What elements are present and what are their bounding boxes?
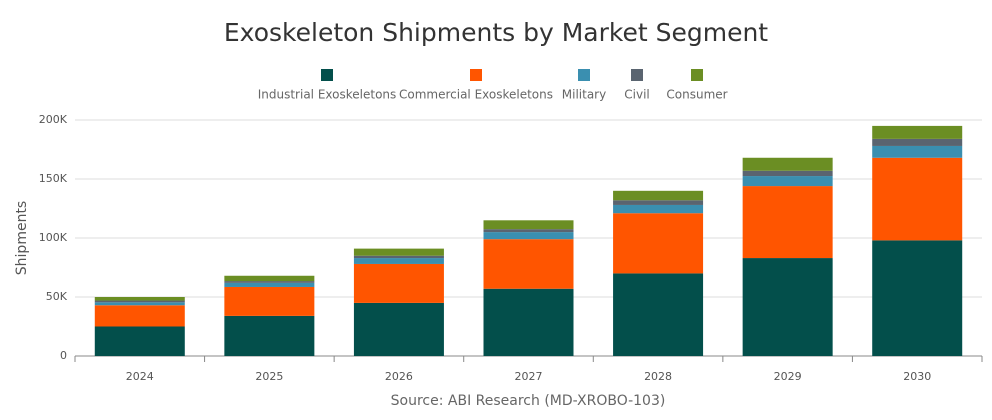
bar-segment — [353, 248, 444, 256]
bar-segment — [872, 125, 963, 139]
bar-segment — [94, 297, 185, 301]
bar-segment — [224, 281, 315, 283]
bar-segment — [872, 145, 963, 158]
legend-swatch — [691, 69, 703, 81]
bar-segment — [224, 286, 315, 316]
x-tick-label: 2026 — [385, 370, 413, 383]
legend-swatch — [321, 69, 333, 81]
chart-title: Exoskeleton Shipments by Market Segment — [224, 18, 768, 47]
bar-segment — [742, 186, 833, 259]
bar-segment — [94, 305, 185, 327]
bar-segment — [94, 302, 185, 306]
x-tick-label: 2028 — [644, 370, 672, 383]
source: Source: ABI Research (MD-XROBO-103) — [391, 393, 666, 409]
y-tick-label: 150K — [39, 172, 68, 185]
bar-segment — [483, 239, 574, 289]
legend-label: Civil — [624, 88, 649, 102]
x-tick-label: 2030 — [903, 370, 931, 383]
y-tick-label: 0 — [60, 349, 67, 362]
bar-segment — [742, 170, 833, 177]
bar-segment — [613, 190, 704, 201]
bar-segment — [224, 282, 315, 287]
bar-segment — [742, 258, 833, 356]
legend-label: Industrial Exoskeletons — [258, 88, 397, 102]
bar-segment — [872, 138, 963, 146]
bar-segment — [483, 288, 574, 356]
bar-segment — [872, 240, 963, 356]
bar-segment — [94, 300, 185, 303]
bar-segment — [353, 258, 444, 264]
bar-segment — [483, 229, 574, 233]
legend-label: Commercial Exoskeletons — [399, 88, 553, 102]
y-tick-label: 200K — [39, 113, 68, 126]
legend-label: Military — [562, 88, 606, 102]
legend-swatch — [578, 69, 590, 81]
y-tick-label: 50K — [46, 290, 68, 303]
legend-label: Consumer — [666, 88, 727, 102]
bar-segment — [613, 200, 704, 205]
bar-segment — [613, 204, 704, 214]
bar-segment — [742, 157, 833, 171]
x-tick-label: 2025 — [255, 370, 283, 383]
bar-segment — [353, 255, 444, 259]
bar-segment — [353, 302, 444, 356]
x-tick-label: 2024 — [126, 370, 154, 383]
bar-segment — [224, 275, 315, 282]
bar-segment — [872, 157, 963, 241]
bar-segment — [742, 176, 833, 187]
bar-segment — [94, 326, 185, 356]
bar-segment — [483, 232, 574, 240]
bar-segment — [224, 315, 315, 356]
x-tick-label: 2027 — [515, 370, 543, 383]
bar-segment — [613, 273, 704, 356]
legend-swatch — [470, 69, 482, 81]
x-tick-label: 2029 — [774, 370, 802, 383]
bar-segment — [483, 220, 574, 230]
y-axis-title: Shipments — [14, 201, 30, 275]
bar-segment — [353, 263, 444, 303]
bar-segment — [613, 213, 704, 274]
legend-swatch — [631, 69, 643, 81]
y-tick-label: 100K — [39, 231, 68, 244]
